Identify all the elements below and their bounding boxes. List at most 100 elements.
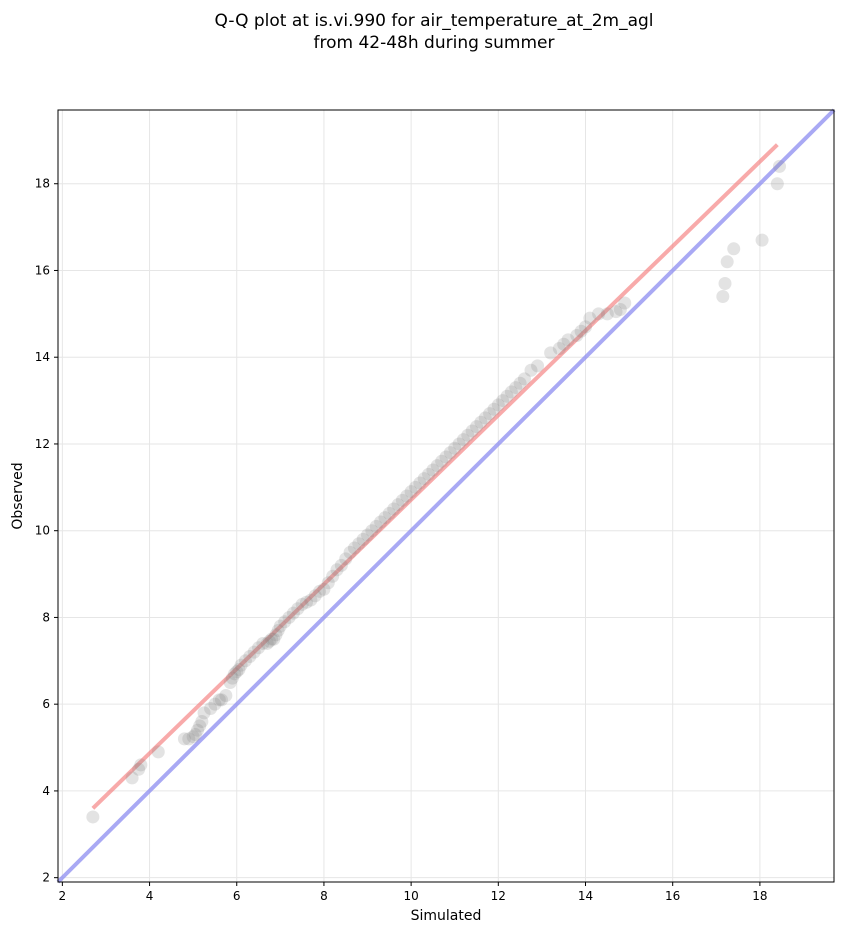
data-point — [474, 415, 488, 429]
x-axis: 2 4 6 8 10 12 14 16 18 — [59, 882, 768, 903]
data-point — [260, 636, 274, 650]
data-point — [321, 576, 335, 590]
data-point — [238, 654, 252, 668]
data-point — [382, 506, 396, 520]
data-point — [443, 446, 457, 460]
data-point — [304, 593, 318, 607]
data-point — [197, 706, 211, 720]
data-point — [191, 723, 205, 737]
data-point — [365, 524, 379, 538]
y-axis-label: Observed — [10, 462, 26, 529]
data-point — [256, 636, 270, 650]
y-tick-label: 12 — [35, 437, 50, 451]
data-point — [267, 632, 281, 646]
y-tick-label: 14 — [35, 350, 50, 364]
data-point — [524, 363, 538, 377]
data-point — [517, 372, 531, 386]
plot-frame — [57, 109, 835, 883]
data-point — [243, 649, 257, 663]
data-point — [613, 303, 627, 317]
data-point — [544, 346, 558, 360]
data-point — [269, 628, 283, 642]
identity-line-group — [56, 108, 836, 884]
data-point — [326, 569, 340, 583]
data-point — [262, 634, 276, 648]
data-point — [400, 489, 414, 503]
data-point — [574, 324, 588, 338]
data-point — [417, 472, 431, 486]
data-point — [132, 762, 146, 776]
data-point — [483, 407, 497, 421]
data-point — [439, 450, 453, 464]
x-tick-label: 12 — [491, 889, 506, 903]
data-point — [177, 732, 191, 746]
data-point — [271, 623, 285, 637]
data-point — [313, 584, 327, 598]
data-point — [223, 675, 237, 689]
data-point — [413, 476, 427, 490]
data-point — [404, 485, 418, 499]
data-point — [430, 459, 444, 473]
data-point — [583, 311, 597, 325]
data-point — [387, 502, 401, 516]
data-point — [286, 606, 300, 620]
y-tick-label: 10 — [35, 524, 50, 538]
data-point — [487, 402, 501, 416]
data-point — [282, 610, 296, 624]
chart-title: Q-Q plot at is.vi.990 for air_temperatur… — [214, 11, 653, 53]
data-point — [509, 381, 523, 395]
data-point — [214, 693, 228, 707]
data-point — [317, 582, 331, 596]
data-point — [208, 697, 222, 711]
data-point — [456, 433, 470, 447]
data-point — [755, 233, 769, 247]
points-group — [86, 159, 787, 824]
data-point — [252, 641, 266, 655]
data-point — [295, 597, 309, 611]
data-point — [299, 595, 313, 609]
x-tick-label: 2 — [59, 889, 67, 903]
data-point — [452, 437, 466, 451]
y-axis: 2 4 6 8 10 12 14 16 18 — [35, 177, 58, 885]
y-tick-label: 4 — [42, 784, 50, 798]
identity-line — [56, 108, 836, 884]
data-point — [356, 532, 370, 546]
x-tick-label: 14 — [578, 889, 593, 903]
data-point — [716, 289, 730, 303]
data-point — [552, 342, 566, 356]
data-point — [465, 424, 479, 438]
data-point — [770, 177, 784, 191]
y-tick-label: 8 — [42, 610, 50, 624]
y-tick-label: 16 — [35, 263, 50, 277]
data-point — [773, 159, 787, 173]
data-point — [339, 552, 353, 566]
data-point — [125, 771, 139, 785]
data-point — [378, 511, 392, 525]
data-point — [151, 745, 165, 759]
y-tick-label: 6 — [42, 697, 50, 711]
data-point — [228, 667, 242, 681]
data-point — [273, 619, 287, 633]
data-point — [478, 411, 492, 425]
data-point — [134, 758, 148, 772]
data-point — [291, 602, 305, 616]
data-point — [212, 693, 226, 707]
data-point — [557, 337, 571, 351]
data-point — [230, 665, 244, 679]
data-point — [727, 242, 741, 256]
chart-title-line-1: Q-Q plot at is.vi.990 for air_temperatur… — [214, 11, 653, 31]
data-point — [408, 480, 422, 494]
data-point — [570, 329, 584, 343]
x-tick-label: 18 — [752, 889, 767, 903]
data-point — [188, 728, 202, 742]
data-point — [500, 389, 514, 403]
data-point — [600, 307, 614, 321]
chart-title-line-2: from 42-48h during summer — [314, 33, 555, 53]
data-point — [247, 645, 261, 659]
data-point — [496, 394, 510, 408]
data-point — [391, 498, 405, 512]
data-point — [204, 702, 218, 716]
data-point — [361, 528, 375, 542]
data-point — [504, 385, 518, 399]
